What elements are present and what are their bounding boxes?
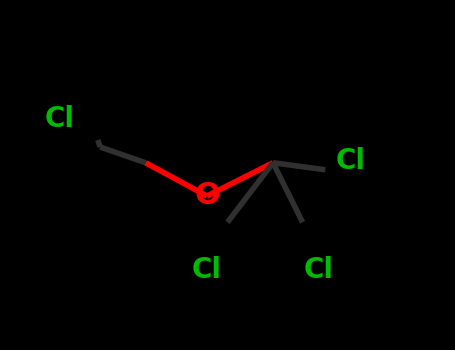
Text: Cl: Cl [335,147,365,175]
Text: Cl: Cl [44,105,74,133]
Text: O: O [194,182,220,210]
Text: Cl: Cl [303,256,334,284]
Text: Cl: Cl [192,256,222,284]
